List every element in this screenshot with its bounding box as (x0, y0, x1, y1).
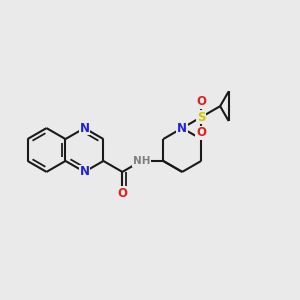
Text: O: O (196, 95, 206, 108)
Text: N: N (80, 165, 89, 178)
Text: O: O (196, 126, 206, 140)
Text: N: N (177, 122, 187, 135)
Text: S: S (197, 111, 206, 124)
Text: O: O (117, 187, 128, 200)
Text: N: N (80, 122, 89, 135)
Text: NH: NH (133, 156, 150, 166)
